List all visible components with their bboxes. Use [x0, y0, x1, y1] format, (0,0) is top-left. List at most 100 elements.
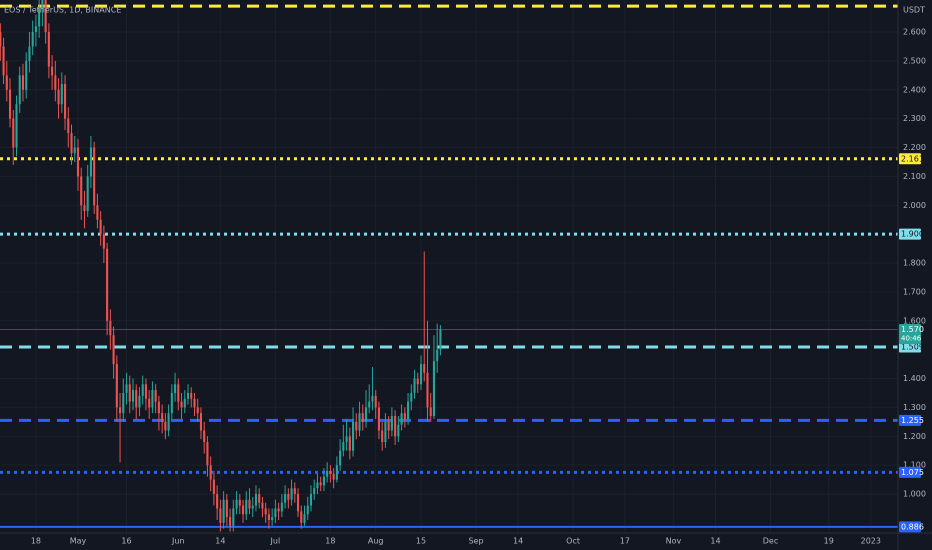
candle-body: [96, 205, 99, 220]
candle-body: [135, 390, 138, 408]
candle-body: [174, 384, 177, 393]
y-tick-label: 2.200: [903, 143, 926, 152]
y-tick-label: 2.300: [903, 114, 926, 123]
candle-body: [248, 499, 251, 509]
candle-body: [423, 364, 426, 373]
y-tick-label: 2.600: [903, 28, 926, 37]
candle-body: [89, 147, 92, 177]
candle-body: [429, 407, 432, 417]
candle-body: [254, 494, 258, 506]
candle-body: [86, 176, 89, 212]
candle-body: [413, 378, 416, 393]
candle-body: [38, 8, 41, 27]
candle-body: [73, 147, 76, 154]
level-label: 1.255: [901, 416, 924, 425]
candle-body: [397, 424, 400, 437]
candle-body: [261, 502, 264, 509]
candle-body: [196, 407, 199, 414]
candle-body: [258, 494, 261, 503]
last-price-box: [899, 323, 921, 344]
level-label: 0.886: [901, 522, 924, 531]
candle-body: [358, 413, 361, 431]
candle-body: [339, 450, 342, 466]
candle-body: [351, 421, 355, 451]
y-tick-label: 2.400: [903, 85, 926, 94]
candle-body: [374, 395, 377, 408]
candle-body: [432, 361, 436, 417]
candle-body: [83, 205, 86, 212]
y-tick-label: 1.100: [903, 461, 926, 470]
candle-body: [203, 430, 206, 443]
candle-body: [51, 66, 54, 76]
chart-title: EOS / TetherUS, 1D, BINANCE: [4, 6, 121, 15]
y-tick-label: 2.000: [903, 201, 926, 210]
y-tick-label: 1.800: [903, 259, 926, 268]
candle-body: [267, 514, 270, 521]
candle-body: [99, 219, 102, 235]
candle-body: [335, 465, 338, 480]
candle-body: [400, 413, 403, 425]
level-label-box: [899, 414, 921, 426]
candle-body: [322, 476, 325, 486]
x-tick-label: Jun: [171, 537, 185, 546]
candle-body: [177, 384, 180, 402]
candle-body: [225, 499, 228, 518]
x-tick-label: 2023: [861, 537, 881, 546]
candle-body: [306, 505, 309, 515]
x-tick-label: 16: [121, 537, 131, 546]
candle-body: [264, 508, 267, 515]
candle-body: [232, 508, 235, 526]
candle-body: [144, 384, 147, 399]
candle-body: [355, 421, 358, 431]
x-tick-label: 15: [416, 537, 426, 546]
candle-body: [102, 234, 105, 249]
candle-body: [303, 514, 306, 523]
candle-body: [394, 416, 397, 437]
level-label-box: [899, 521, 921, 533]
candle-body: [209, 465, 212, 480]
candle-body: [271, 517, 274, 521]
y-tick-label: 2.500: [903, 56, 926, 65]
candle-body: [407, 401, 410, 419]
level-label-box: [899, 153, 921, 165]
candle-body: [345, 436, 348, 443]
candle-body: [387, 421, 390, 431]
last-price-label: 1.570: [901, 325, 924, 334]
candle-body: [12, 118, 15, 148]
candle-body: [426, 372, 429, 408]
candle-body: [419, 364, 423, 385]
level-label: 2.161: [901, 154, 924, 163]
candle-body: [25, 60, 28, 90]
candle-body: [128, 384, 131, 402]
candle-body: [332, 473, 335, 480]
candle-body: [70, 133, 73, 154]
x-tick-label: Nov: [666, 537, 682, 546]
candles: [0, 0, 442, 532]
candle-body: [151, 390, 154, 408]
x-tick-label: 18: [325, 537, 335, 546]
x-tick-label: 17: [620, 537, 630, 546]
candle-body: [0, 32, 2, 47]
x-tick-label: Sep: [468, 537, 483, 546]
candle-body: [161, 413, 164, 422]
y-tick-label: 1.300: [903, 403, 926, 412]
candle-body: [319, 482, 322, 486]
candle-body: [183, 398, 186, 408]
candle-body: [361, 413, 364, 422]
candle-body: [277, 508, 280, 512]
axes: 1.000 1.100 1.200 1.300 1.400 1.600 1.700 1.800…: [31, 28, 926, 546]
candle-body: [284, 494, 287, 503]
candle-body: [416, 378, 419, 385]
level-label: 1.900: [901, 230, 924, 239]
x-tick-label: 14: [710, 537, 720, 546]
candle-body: [190, 392, 193, 399]
candle-body: [170, 392, 173, 414]
y-tick-label: 1.000: [903, 490, 926, 499]
levels: [0, 4, 898, 528]
candle-body: [342, 442, 345, 451]
candle-body: [115, 364, 118, 408]
candle-body: [112, 335, 115, 365]
candle-body: [28, 46, 31, 61]
level-label-box: [899, 466, 921, 478]
